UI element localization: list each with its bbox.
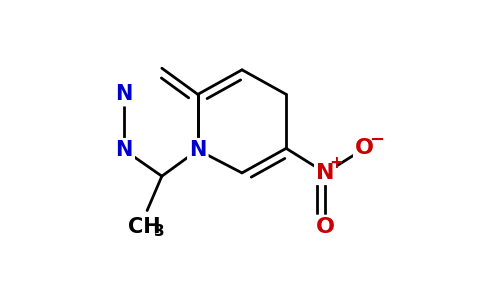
Text: 3: 3: [154, 224, 165, 239]
Text: N: N: [189, 140, 207, 160]
Text: O: O: [316, 217, 335, 237]
Text: N: N: [116, 84, 133, 104]
Text: CH: CH: [128, 217, 160, 237]
Text: +: +: [329, 154, 343, 172]
Text: N: N: [316, 163, 334, 183]
Text: −: −: [370, 131, 385, 149]
Text: N: N: [116, 140, 133, 160]
Text: O: O: [355, 138, 374, 158]
